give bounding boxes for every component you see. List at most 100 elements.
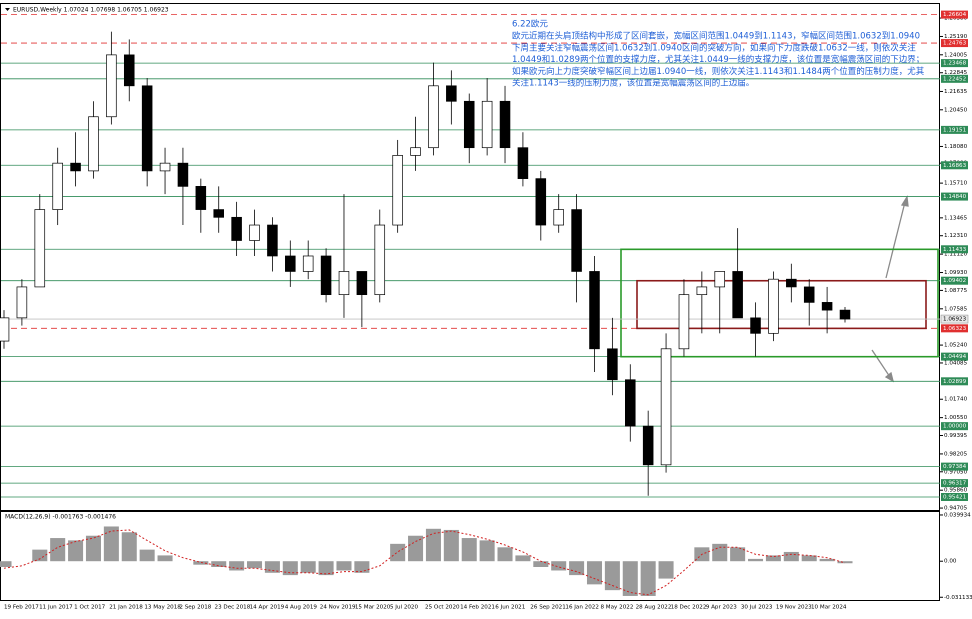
candle-body [320, 255, 332, 296]
macd-bar [730, 547, 746, 562]
macd-bar [837, 561, 853, 564]
x-tick-label: 19 Nov 2023 [776, 605, 812, 611]
macd-bar [0, 561, 12, 567]
level-label: 1.14840 [943, 194, 967, 200]
candle-body [141, 85, 153, 172]
level-label-box [941, 125, 968, 134]
y-tick-label: 1.18080 [944, 144, 968, 150]
y-tick-label: 1.13465 [944, 215, 968, 221]
macd-bar [390, 543, 406, 562]
y-tick-label: 1.00550 [944, 415, 968, 421]
candle-body [660, 348, 672, 466]
macd-bar [425, 528, 441, 562]
y-tick-label: 1.22845 [944, 70, 968, 76]
level-label: 0.97384 [943, 464, 967, 470]
candle-body [374, 224, 386, 296]
candle-body [356, 271, 368, 296]
y-tick-label: 1.15710 [944, 181, 968, 187]
symbol-info: EURUSD,Weekly 1.07024 1.07698 1.06705 1.… [13, 7, 169, 14]
macd-bar [50, 538, 66, 562]
x-tick-label: 8 May 2022 [600, 605, 633, 611]
macd-bar [318, 561, 334, 576]
annotation: 6.22欧元 欧元近期在头肩顶结构中形成了区间套嵌，宽幅区间范围1.0449到1… [512, 19, 925, 89]
annotation-line: 1.0449和1.0289两个位置的支撑力度，尤其关注1.0449一线的支撑力度… [512, 54, 924, 65]
current-price-box [940, 314, 969, 324]
macd-bar [211, 561, 227, 567]
level-label: 1.04494 [943, 354, 967, 360]
y-tick-label: 1.09930 [944, 270, 968, 276]
x-tick-label: 4 Aug 2019 [285, 605, 318, 611]
candle-body [481, 100, 493, 149]
macd-bar [408, 535, 424, 562]
level-label: 1.06323 [943, 326, 967, 332]
arrow-down [871, 349, 891, 378]
macd-bar [640, 561, 656, 596]
macd-bar [658, 561, 674, 579]
level-label: 1.00000 [943, 424, 967, 430]
macd-bar [497, 547, 513, 562]
level-label: 1.26604 [943, 12, 967, 18]
candle-body [625, 379, 636, 427]
level-label-box [941, 352, 968, 361]
y-tick-label: 0.97050 [944, 469, 968, 475]
level-label-box [941, 59, 968, 68]
macd-bar [712, 543, 728, 562]
x-tick-label: 13 May 2018 [144, 605, 181, 611]
level-label-box [941, 245, 968, 254]
candle-body [750, 317, 761, 334]
arrow-head [900, 195, 909, 207]
y-tick-label: 0.95860 [944, 488, 968, 494]
level-label-box [941, 324, 968, 333]
level-label: 1.19151 [943, 127, 967, 133]
level-label: 1.11433 [943, 247, 967, 253]
candle-body [803, 286, 815, 303]
x-tick-label: 24 Nov 2019 [320, 605, 356, 611]
macd-bar [282, 561, 298, 576]
level-label: 1.23468 [943, 61, 967, 67]
candle-body [106, 54, 117, 118]
level-label-box [941, 161, 968, 170]
candle-body [607, 348, 618, 381]
macd-bar [103, 526, 119, 562]
y-tick-label: 1.05240 [944, 343, 968, 349]
x-tick-label: 1 Oct 2017 [74, 605, 105, 611]
candle-body [123, 54, 135, 87]
level-label-box [941, 10, 968, 19]
current-price-label: 1.06923 [943, 317, 967, 323]
macd-bar [801, 555, 817, 562]
candle-body [535, 178, 547, 226]
level-label: 1.09402 [943, 278, 966, 284]
macd-bar [586, 561, 603, 585]
candle-body [285, 255, 296, 272]
level-label: 1.22452 [943, 76, 966, 82]
y-tick-label: 1.01740 [944, 397, 968, 403]
y-tick-label: 1.20450 [944, 107, 968, 113]
x-tick-label: 30 Jul 2023 [741, 605, 773, 611]
candle-body [446, 85, 457, 102]
macd-y-tick-label: -0.031133 [944, 595, 972, 601]
level-label: 0.96317 [943, 481, 967, 487]
y-tick-label: 1.04085 [944, 360, 968, 366]
level-label-box [941, 492, 968, 501]
macd-bar [336, 561, 352, 571]
macd-bar [193, 561, 209, 565]
annotation-line: 欧元近期在头肩顶结构中形成了区间套嵌，宽幅区间范围1.0449到1.1143，窄… [512, 31, 920, 42]
candle-body [52, 162, 63, 210]
macd-title: MACD(12,26,9) -0.001763 -0.001476 [5, 514, 116, 521]
range-box [620, 248, 939, 358]
x-tick-label: 21 Jan 2018 [109, 605, 143, 611]
x-tick-label: 14 Apr 2019 [250, 605, 285, 611]
range-box [636, 279, 927, 330]
candle-body [517, 147, 529, 179]
candle-body [392, 155, 403, 226]
macd-bar [783, 551, 799, 562]
x-tick-label: 18 Dec 2022 [671, 605, 707, 611]
macd-bar [246, 561, 263, 569]
x-tick-label: 26 Sep 2021 [530, 605, 566, 611]
candle-body [696, 286, 708, 296]
candle-body [231, 216, 242, 241]
y-tick-label: 1.07585 [944, 306, 968, 312]
candle-body [0, 317, 10, 342]
x-tick-label: 16 Jan 2022 [565, 605, 599, 611]
x-tick-label: 25 Oct 2020 [425, 605, 460, 611]
